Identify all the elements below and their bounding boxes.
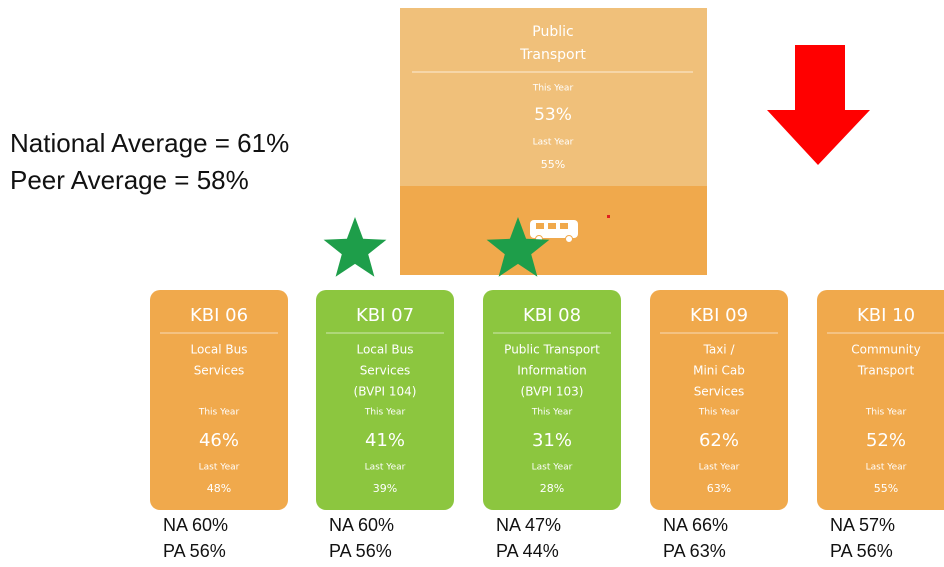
label: This Year [865,408,907,418]
card-name: Services [360,364,411,378]
card-id: KBI 07 [356,305,414,326]
value: 52% [866,430,906,451]
value: 46% [199,430,239,451]
label: Last Year [866,463,907,473]
pa-text: PA 56% [830,541,893,561]
value: 28% [540,482,564,495]
average-text: National Average = 61% [10,128,289,158]
label: This Year [532,84,574,94]
summary-title: Public [532,24,573,40]
kbi-card [316,290,454,510]
value: 48% [207,482,231,495]
label: This Year [198,408,240,418]
value: 53% [534,105,572,125]
kbi-card [817,290,944,510]
value: 39% [373,482,397,495]
na-text: NA 57% [830,515,895,535]
label: This Year [531,408,573,418]
pa-text: PA 56% [163,541,226,561]
label: This Year [364,408,406,418]
card-name: (BVPI 104) [354,385,417,399]
summary-card-top [400,8,707,186]
na-text: NA 60% [329,515,394,535]
value: 31% [532,430,572,451]
card-id: KBI 09 [690,305,748,326]
card-id: KBI 10 [857,305,915,326]
star [486,217,550,277]
card-id: KBI 06 [190,305,248,326]
value: 41% [365,430,405,451]
card-name: (BVPI 103) [521,385,584,399]
card-name: Transport [857,364,915,378]
card-name: Mini Cab [693,364,745,378]
label: Last Year [532,463,573,473]
value: 63% [707,482,731,495]
pa-text: PA 44% [496,541,559,561]
na-text: NA 60% [163,515,228,535]
na-text: NA 47% [496,515,561,535]
star [323,217,387,277]
card-name: Taxi / [703,343,736,357]
kbi-card [150,290,288,510]
value: 62% [699,430,739,451]
na-text: NA 66% [663,515,728,535]
label: Last Year [533,138,574,148]
card-name: Services [194,364,245,378]
card-name: Local Bus [356,343,413,357]
value: 55% [541,158,565,171]
card-name: Public Transport [504,343,600,357]
pa-text: PA 63% [663,541,726,561]
average-text: Peer Average = 58% [10,165,249,195]
dot [607,215,610,218]
kbi-card [650,290,788,510]
card-name: Services [694,385,745,399]
value: 55% [874,482,898,495]
kbi-card [483,290,621,510]
down-arrow [767,45,870,165]
card-id: KBI 08 [523,305,581,326]
pa-text: PA 56% [329,541,392,561]
card-name: Information [517,364,586,378]
label: Last Year [699,463,740,473]
card-name: Local Bus [190,343,247,357]
label: This Year [698,408,740,418]
summary-title: Transport [519,47,586,63]
label: Last Year [365,463,406,473]
label: Last Year [199,463,240,473]
card-name: Community [851,343,920,357]
